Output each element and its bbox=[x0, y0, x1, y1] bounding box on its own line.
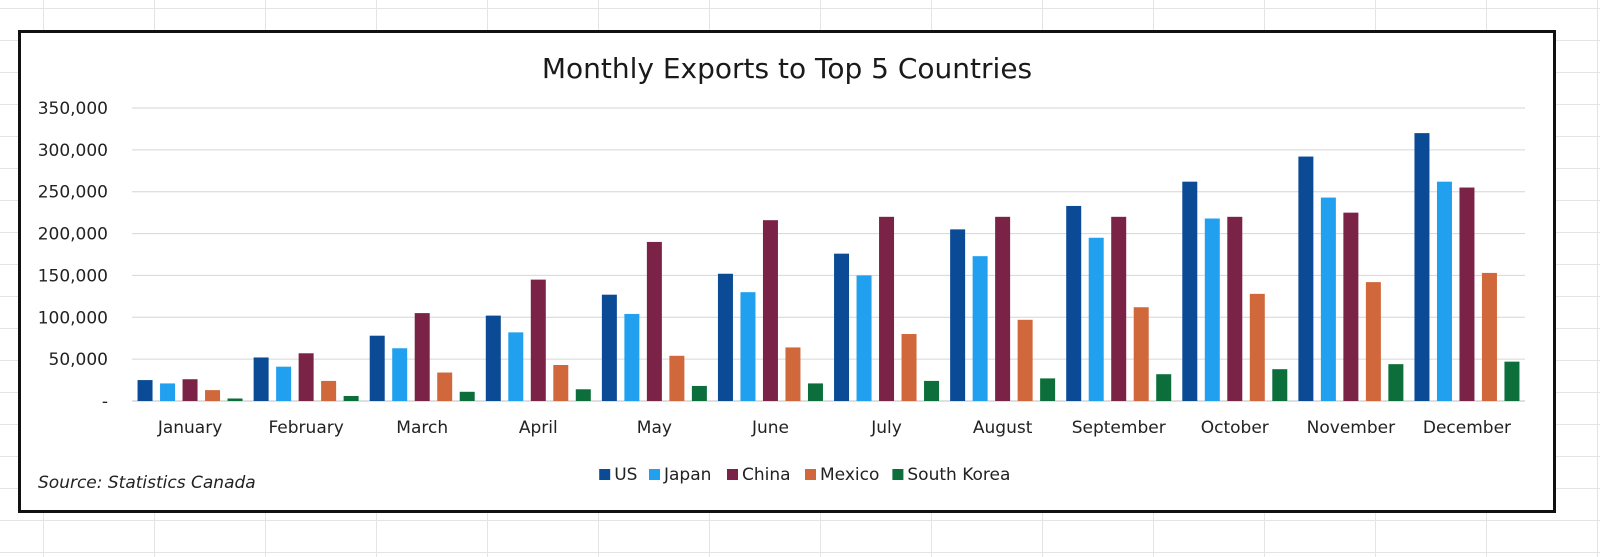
legend: US Japan China Mexico South Korea bbox=[599, 465, 1010, 485]
x-category-label: April bbox=[519, 418, 558, 438]
bar-mexico-september[interactable] bbox=[1133, 307, 1149, 401]
bar-japan-december[interactable] bbox=[1436, 181, 1452, 401]
bar-south-korea-may[interactable] bbox=[691, 385, 707, 401]
x-category-label: August bbox=[973, 418, 1033, 438]
bar-japan-november[interactable] bbox=[1320, 197, 1336, 401]
source-note: Source: Statistics Canada bbox=[38, 473, 256, 493]
bar-china-march[interactable] bbox=[414, 313, 430, 401]
bar-japan-july[interactable] bbox=[856, 275, 872, 401]
bar-south-korea-october[interactable] bbox=[1272, 369, 1288, 401]
x-category-label: July bbox=[870, 418, 902, 438]
bar-us-may[interactable] bbox=[601, 294, 617, 401]
bar-us-october[interactable] bbox=[1182, 181, 1198, 401]
bar-south-korea-august[interactable] bbox=[1040, 378, 1056, 401]
legend-label: China bbox=[742, 465, 791, 485]
y-tick-label: 50,000 bbox=[49, 350, 108, 370]
bar-mexico-january[interactable] bbox=[205, 390, 221, 401]
bar-china-january[interactable] bbox=[182, 379, 198, 401]
bar-china-april[interactable] bbox=[530, 279, 546, 401]
legend-swatch-south-korea bbox=[892, 469, 904, 480]
x-category-label: September bbox=[1072, 418, 1166, 438]
x-category-label: May bbox=[637, 418, 672, 438]
x-category-label: January bbox=[157, 418, 222, 438]
bar-mexico-april[interactable] bbox=[553, 365, 569, 401]
bar-japan-october[interactable] bbox=[1204, 218, 1220, 401]
bar-japan-september[interactable] bbox=[1088, 237, 1104, 401]
bar-south-korea-february[interactable] bbox=[343, 395, 359, 401]
bar-south-korea-september[interactable] bbox=[1156, 374, 1172, 401]
chart-frame[interactable]: Monthly Exports to Top 5 Countries - 50,0… bbox=[18, 30, 1556, 513]
bar-china-june[interactable] bbox=[762, 220, 778, 401]
bar-japan-february[interactable] bbox=[276, 366, 292, 401]
bar-china-november[interactable] bbox=[1343, 212, 1359, 401]
x-category-label: March bbox=[396, 418, 448, 438]
bar-us-april[interactable] bbox=[485, 315, 501, 401]
bar-south-korea-june[interactable] bbox=[807, 383, 823, 401]
legend-label: South Korea bbox=[907, 465, 1010, 485]
bar-china-february[interactable] bbox=[298, 353, 314, 401]
bar-japan-may[interactable] bbox=[624, 313, 640, 401]
bar-mexico-november[interactable] bbox=[1365, 282, 1381, 401]
bar-south-korea-april[interactable] bbox=[575, 389, 591, 401]
bar-mexico-february[interactable] bbox=[321, 380, 337, 401]
y-tick-label: 300,000 bbox=[38, 141, 108, 161]
bar-us-september[interactable] bbox=[1066, 205, 1082, 401]
bar-china-october[interactable] bbox=[1227, 216, 1243, 401]
bar-south-korea-december[interactable] bbox=[1504, 361, 1520, 401]
bar-south-korea-march[interactable] bbox=[459, 391, 475, 401]
x-axis-categories: January February March April May June July Augu… bbox=[157, 418, 1511, 438]
bar-mexico-june[interactable] bbox=[785, 347, 801, 401]
bar-china-may[interactable] bbox=[646, 241, 662, 401]
legend-label: US bbox=[614, 465, 637, 485]
bar-us-november[interactable] bbox=[1298, 156, 1314, 401]
y-tick-label: 250,000 bbox=[38, 183, 108, 203]
bar-south-korea-november[interactable] bbox=[1388, 364, 1404, 401]
bar-us-june[interactable] bbox=[717, 273, 733, 401]
bar-japan-march[interactable] bbox=[392, 348, 408, 401]
bar-mexico-december[interactable] bbox=[1481, 272, 1497, 401]
bar-us-july[interactable] bbox=[834, 253, 850, 401]
bar-japan-april[interactable] bbox=[508, 332, 524, 401]
legend-swatch-us bbox=[599, 469, 611, 480]
chart-title: Monthly Exports to Top 5 Countries bbox=[542, 52, 1032, 85]
bar-japan-august[interactable] bbox=[972, 256, 988, 401]
bar-china-july[interactable] bbox=[879, 216, 895, 401]
x-category-label: June bbox=[751, 418, 789, 438]
bar-china-september[interactable] bbox=[1111, 216, 1127, 401]
x-category-label: November bbox=[1307, 418, 1395, 438]
bar-china-december[interactable] bbox=[1459, 187, 1475, 401]
legend-swatch-china bbox=[727, 469, 738, 480]
x-category-label: December bbox=[1423, 418, 1511, 438]
bars bbox=[137, 133, 1520, 401]
bar-us-august[interactable] bbox=[950, 229, 966, 401]
gridlines bbox=[132, 107, 1525, 402]
bar-mexico-august[interactable] bbox=[1017, 319, 1033, 401]
x-category-label: February bbox=[268, 418, 343, 438]
y-tick-label: - bbox=[102, 392, 108, 412]
bar-japan-june[interactable] bbox=[740, 292, 756, 401]
bar-us-december[interactable] bbox=[1414, 133, 1430, 401]
bar-mexico-july[interactable] bbox=[901, 334, 917, 401]
y-tick-label: 100,000 bbox=[38, 308, 108, 328]
y-axis-ticks: - 50,000 100,000 150,000 200,000 250,000 300,0… bbox=[38, 99, 108, 412]
legend-swatch-japan bbox=[649, 469, 660, 480]
bar-japan-january[interactable] bbox=[160, 383, 176, 401]
bar-mexico-october[interactable] bbox=[1249, 293, 1265, 401]
legend-swatch-mexico bbox=[805, 469, 816, 480]
bar-us-february[interactable] bbox=[253, 357, 269, 401]
bar-china-august[interactable] bbox=[995, 216, 1011, 401]
y-tick-label: 350,000 bbox=[38, 99, 108, 119]
y-tick-label: 200,000 bbox=[38, 225, 108, 245]
y-tick-label: 150,000 bbox=[38, 266, 108, 286]
bar-mexico-march[interactable] bbox=[437, 372, 453, 401]
legend-label: Japan bbox=[663, 465, 711, 485]
x-category-label: October bbox=[1201, 418, 1269, 438]
legend-label: Mexico bbox=[820, 465, 879, 485]
bar-us-march[interactable] bbox=[369, 335, 385, 401]
bar-south-korea-july[interactable] bbox=[924, 380, 940, 401]
bar-south-korea-january[interactable] bbox=[227, 398, 243, 401]
bar-us-january[interactable] bbox=[137, 380, 153, 401]
bar-mexico-may[interactable] bbox=[669, 355, 685, 401]
chart-canvas: Monthly Exports to Top 5 Countries - 50,0… bbox=[38, 52, 1525, 493]
